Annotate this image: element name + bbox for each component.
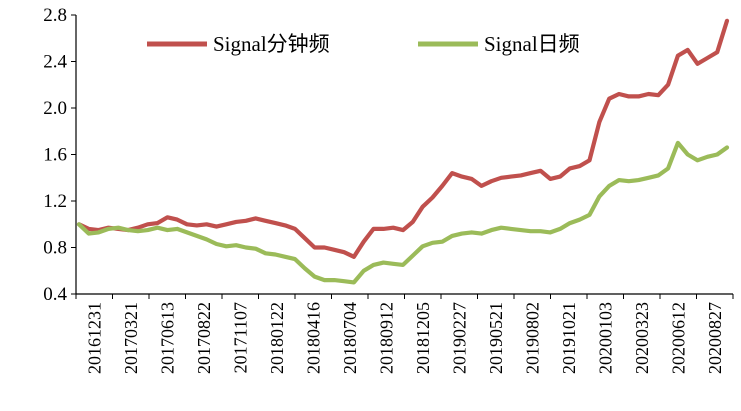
y-tick-label: 2.4	[43, 52, 67, 73]
legend-label-1: Signal日频	[484, 32, 580, 56]
y-tick-label: 0.8	[43, 238, 67, 259]
x-tick-label: 20170822	[194, 302, 214, 374]
x-tick-label: 20190521	[486, 302, 506, 374]
axes: 0.4 0.8 1.2 1.6 2.0 2.4 2.8 20161231 20170321 201…	[43, 5, 734, 374]
x-tick-label: 20200323	[632, 302, 652, 374]
x-tick-label: 20181205	[413, 302, 433, 374]
series-layer	[76, 18, 730, 285]
x-tick-label: 20171107	[230, 302, 250, 373]
x-tick-label: 20190802	[522, 302, 542, 374]
series-line-0	[76, 18, 730, 259]
x-tick-label: 20180912	[376, 302, 396, 374]
y-tick-label: 1.6	[43, 145, 67, 166]
y-tick-label: 0.4	[43, 284, 67, 305]
x-tick-label: 20200103	[595, 302, 615, 374]
x-tick-label: 20180416	[303, 302, 323, 374]
y-tick-label: 1.2	[43, 191, 67, 212]
x-tick-label: 20191021	[559, 302, 579, 374]
legend-label-0: Signal分钟频	[213, 32, 330, 56]
x-tick-label: 20200612	[668, 302, 688, 374]
y-tick-label: 2.8	[43, 5, 67, 26]
x-tick-label: 20161231	[84, 302, 104, 374]
series-line-1	[76, 140, 730, 285]
x-tick-label: 20170321	[121, 302, 141, 374]
x-tick-label: 20170613	[157, 302, 177, 374]
y-tick-label: 2.0	[43, 98, 67, 119]
x-tick-label: 20180122	[267, 302, 287, 374]
x-tick-label: 20200827	[705, 302, 725, 374]
x-tick-label: 20180704	[340, 302, 360, 374]
x-tick-label: 20190227	[449, 302, 469, 374]
legend: Signal分钟频 Signal日频	[147, 32, 580, 56]
